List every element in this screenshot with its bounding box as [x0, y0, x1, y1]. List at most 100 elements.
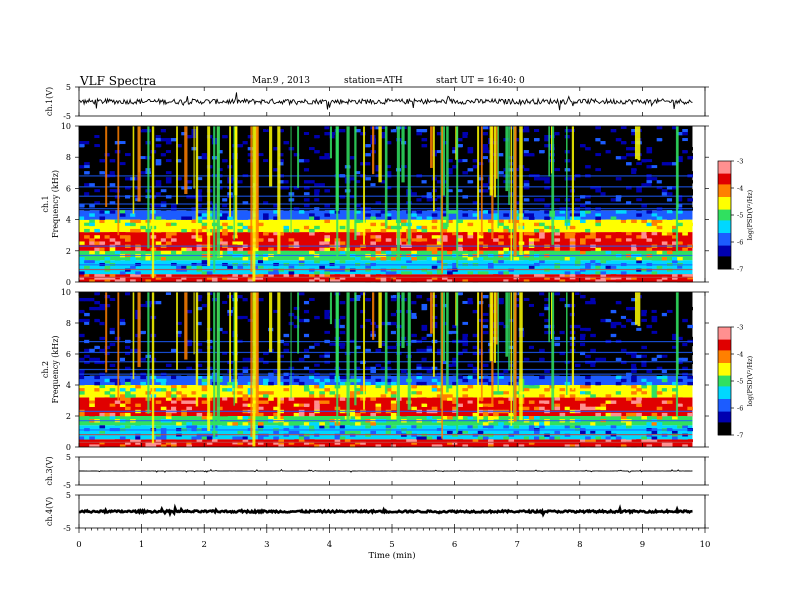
- psd-cell: [278, 397, 284, 401]
- psd-cell: [278, 168, 284, 172]
- psd-cell: [94, 306, 100, 311]
- psd-cell: [349, 394, 356, 398]
- psd-cell: [651, 430, 658, 434]
- psd-cell: [646, 336, 653, 341]
- psd-cell: [426, 436, 433, 440]
- psd-cell: [641, 381, 647, 386]
- psd-cell: [89, 294, 95, 299]
- colorbar-cell: [718, 348, 731, 351]
- psd-cell: [533, 406, 540, 411]
- psd-cell: [436, 195, 443, 199]
- psd-cell: [620, 336, 627, 341]
- psd-cell: [109, 416, 116, 420]
- psd-cell: [672, 354, 678, 359]
- colorbar-cell: [718, 258, 731, 261]
- psd-cell: [595, 186, 601, 190]
- sferic-burst: [441, 292, 444, 439]
- psd-cell: [176, 436, 182, 440]
- psd-cell: [513, 257, 520, 261]
- psd-cell: [554, 144, 561, 148]
- psd-cell: [646, 324, 653, 329]
- psd-cell: [227, 385, 233, 389]
- psd-cell: [181, 388, 187, 392]
- psd-cell: [339, 300, 346, 305]
- psd-cell: [160, 444, 167, 448]
- psd-cell: [104, 300, 111, 305]
- y-tick-label: -5: [63, 112, 71, 121]
- psd-cell: [375, 247, 382, 252]
- psd-cell: [447, 303, 453, 308]
- psd-cell: [457, 430, 463, 434]
- psd-cell: [411, 238, 417, 242]
- psd-cell: [89, 369, 95, 374]
- psd-cell: [661, 276, 668, 280]
- psd-cell: [360, 315, 366, 320]
- psd-cell: [620, 210, 627, 214]
- psd-cell: [462, 321, 469, 326]
- psd-cell: [283, 430, 290, 434]
- sferic-burst: [252, 126, 256, 282]
- psd-cell: [539, 422, 545, 426]
- psd-cell: [263, 201, 269, 205]
- psd-cell: [544, 135, 550, 139]
- psd-cell: [666, 312, 673, 317]
- sferic-burst: [252, 292, 256, 447]
- psd-cell: [365, 363, 371, 368]
- psd-cell: [580, 444, 586, 448]
- psd-cell: [452, 309, 458, 314]
- psd-cell: [554, 192, 561, 196]
- psd-cell: [242, 422, 249, 426]
- psd-cell: [278, 318, 284, 323]
- psd-cell: [278, 444, 284, 448]
- psd-cell: [533, 195, 540, 199]
- psd-cell: [441, 360, 448, 365]
- psd-cell: [309, 391, 315, 395]
- psd-cell: [677, 378, 683, 383]
- psd-cell: [436, 375, 443, 380]
- psd-cell: [145, 441, 152, 445]
- psd-cell: [467, 300, 474, 305]
- psd-cell: [99, 225, 106, 230]
- psd-cell: [467, 294, 474, 299]
- psd-cell: [585, 375, 591, 380]
- psd-cell: [140, 303, 146, 308]
- psd-cell: [94, 144, 100, 148]
- psd-cell: [257, 425, 264, 429]
- psd-cell: [385, 216, 392, 220]
- psd-cell: [564, 441, 571, 445]
- psd-cell: [125, 324, 131, 329]
- psd-cell: [196, 348, 203, 353]
- psd-cell: [682, 141, 688, 145]
- psd-cell: [390, 381, 397, 386]
- psd-cell: [181, 180, 187, 184]
- psd-cell: [477, 135, 484, 139]
- psd-cell: [610, 241, 617, 245]
- psd-cell: [462, 279, 469, 283]
- psd-cell: [426, 271, 433, 275]
- psd-cell: [186, 189, 192, 193]
- psd-cell: [615, 422, 622, 426]
- sferic-burst: [193, 292, 195, 355]
- psd-cell: [375, 232, 382, 236]
- psd-cell: [309, 297, 315, 302]
- psd-cell: [605, 235, 612, 239]
- psd-cell: [186, 366, 192, 371]
- psd-cell: [641, 138, 647, 142]
- psd-cell: [114, 425, 121, 429]
- psd-cell: [615, 232, 622, 236]
- psd-cell: [467, 412, 474, 417]
- sferic-burst: [477, 292, 480, 423]
- psd-cell: [155, 126, 162, 130]
- psd-cell: [447, 441, 453, 445]
- psd-cell: [595, 279, 601, 283]
- psd-cell: [283, 228, 290, 233]
- psd-cell: [329, 342, 336, 347]
- psd-cell: [84, 324, 90, 329]
- psd-cell: [544, 363, 550, 368]
- psd-cell: [283, 315, 290, 320]
- psd-cell: [324, 247, 331, 252]
- psd-cell: [370, 345, 377, 350]
- psd-cell: [125, 369, 131, 374]
- psd-cell: [186, 171, 192, 175]
- psd-cell: [656, 406, 663, 411]
